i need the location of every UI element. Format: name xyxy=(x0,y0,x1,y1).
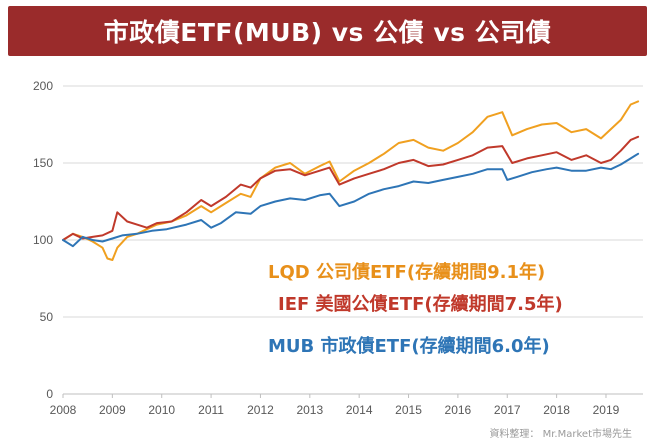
y-tick-label: 50 xyxy=(40,310,54,324)
x-tick-label: 2012 xyxy=(247,403,274,417)
y-tick-label: 100 xyxy=(33,233,53,247)
x-tick-label: 2017 xyxy=(494,403,521,417)
grid-lines xyxy=(63,85,643,395)
x-tick-label: 2009 xyxy=(99,403,126,417)
y-tick-label: 200 xyxy=(33,79,53,93)
x-tick-label: 2014 xyxy=(346,403,373,417)
series-labels: LQD 公司債ETF(存續期間9.1年) IEF 美國公債ETF(存續期間7.5… xyxy=(268,261,563,357)
axes: 0 50 100 150 200 2008 2009 2010 2011 2012 2013 2014… xyxy=(33,79,620,417)
y-tick-label: 150 xyxy=(33,156,53,170)
source-note: 資料整理： Mr.Market市場先生 xyxy=(489,427,632,440)
x-tick-label: 2016 xyxy=(445,403,472,417)
x-tick-label: 2015 xyxy=(395,403,422,417)
series-label-mub: MUB 市政債ETF(存續期間6.0年) xyxy=(268,335,550,357)
x-tick-label: 2010 xyxy=(148,403,175,417)
series-lines xyxy=(62,100,640,261)
x-tick-label: 2013 xyxy=(296,403,323,417)
y-tick-label: 0 xyxy=(46,387,53,401)
series-label-lqd: LQD 公司債ETF(存續期間9.1年) xyxy=(268,261,545,283)
x-tick-label: 2018 xyxy=(543,403,570,417)
x-tick-label: 2011 xyxy=(198,403,224,417)
x-tick-label: 2019 xyxy=(593,403,620,417)
series-line-ief xyxy=(62,135,640,241)
series-label-ief: IEF 美國公債ETF(存續期間7.5年) xyxy=(278,293,563,315)
chart-title-banner: 市政債ETF(MUB) vs 公債 vs 公司債 xyxy=(8,6,647,56)
series-line-mub xyxy=(62,152,640,248)
series-line-lqd xyxy=(62,100,640,261)
x-tick-label: 2008 xyxy=(50,403,77,417)
